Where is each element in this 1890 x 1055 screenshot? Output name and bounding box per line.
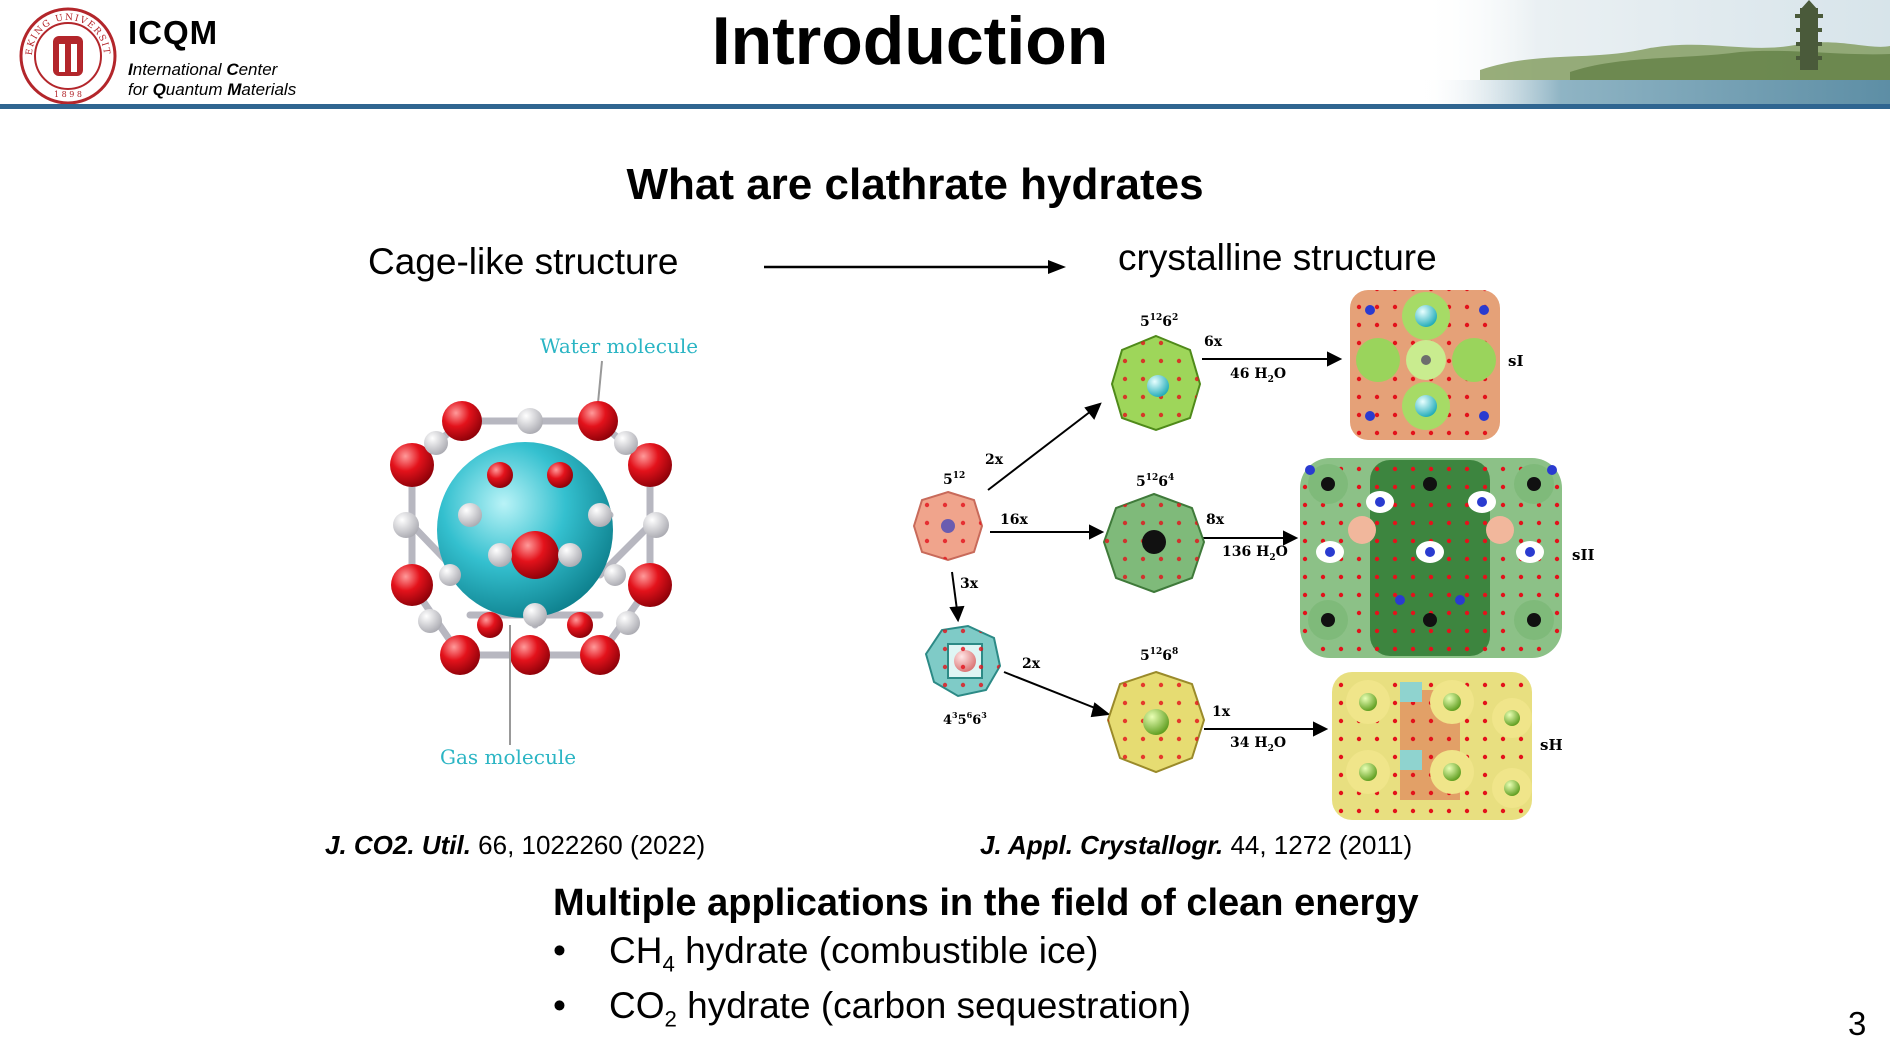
org-name-line2: for Quantum Materials [128, 80, 297, 99]
page-number: 3 [1848, 1005, 1867, 1042]
sH-label: sH [1540, 736, 1563, 754]
svg-text:1 8 9 8: 1 8 9 8 [54, 90, 82, 99]
org-name-line1: International Center [128, 60, 278, 79]
cage-51264-label: 51264 [1136, 473, 1174, 490]
arrow-8x: 8x [1206, 512, 1225, 528]
cage-435663-label: 435663 [943, 710, 987, 728]
crystalline-structure-figure: 512 435663 2x 16x 3x 2x 51262 6x 46 H2O … [912, 290, 1594, 820]
org-short-name: ICQM [128, 14, 219, 51]
arrow-16x: 16x [1000, 512, 1028, 528]
arrow-2x-bottom: 2x [1022, 656, 1041, 672]
water-34-label: 34 H2O [1230, 735, 1286, 754]
cage-512-label: 512 [943, 471, 965, 488]
water-136-label: 136 H2O [1222, 544, 1288, 563]
gas-molecule-label: Gas molecule [440, 745, 576, 769]
arrow-6x: 6x [1204, 334, 1223, 350]
sH-lattice [1332, 672, 1532, 820]
peking-university-seal-logo: PEKING UNIVERSITY 1 8 9 8 [18, 6, 117, 105]
arrow-2x-top: 2x [985, 452, 1004, 468]
water-molecule-label: Water molecule [540, 334, 698, 358]
arrow-1x: 1x [1212, 704, 1231, 720]
reference-right: J. Appl. Crystallogr. 44, 1272 (2011) [980, 830, 1413, 860]
right-arrow-icon [764, 260, 1066, 274]
applications-heading: Multiple applications in the field of cl… [553, 882, 1419, 924]
cage-51268-label: 51268 [1140, 647, 1178, 664]
sI-label: sI [1508, 352, 1523, 370]
header-divider [0, 104, 1890, 109]
reference-left: J. CO2. Util. 66, 1022260 (2022) [325, 830, 706, 860]
section-subtitle: What are clathrate hydrates [626, 160, 1204, 209]
list-item: • CH4 hydrate (combustible ice) [553, 930, 1099, 977]
sI-lattice [1350, 290, 1500, 440]
clathrate-cage-figure: Water molecule [390, 334, 698, 769]
slide-title: Introduction [711, 3, 1109, 79]
crystal-structure-label: crystalline structure [1118, 237, 1437, 278]
cage-51262-label: 51262 [1140, 313, 1178, 330]
sII-label: sII [1572, 546, 1594, 564]
sII-lattice [1300, 458, 1562, 658]
arrow-3x: 3x [960, 576, 979, 592]
campus-lake-photo [1420, 0, 1890, 104]
water-46-label: 46 H2O [1230, 366, 1286, 385]
cage-structure-label: Cage-like structure [368, 241, 679, 282]
list-item: • CO2 hydrate (carbon sequestration) [553, 985, 1192, 1032]
